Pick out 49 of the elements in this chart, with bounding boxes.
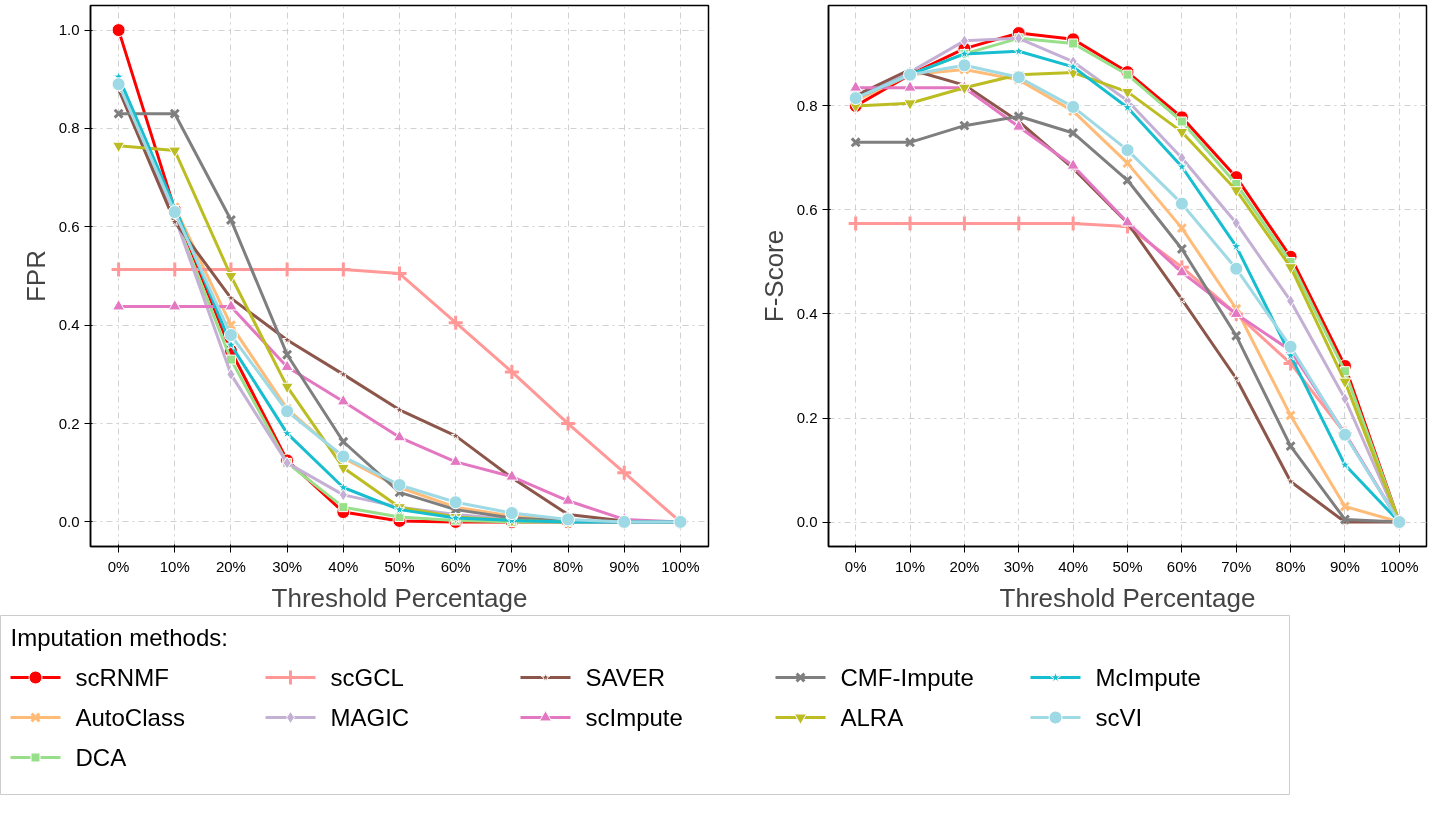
- y-tick-label: 0.8: [796, 96, 818, 114]
- legend-label: ALRA: [840, 704, 904, 731]
- x-tick-label: 30%: [272, 557, 303, 575]
- x-tick-label: 10%: [159, 557, 190, 575]
- x-tick-label: 70%: [1221, 557, 1252, 575]
- legend-title: Imputation methods:: [10, 623, 228, 651]
- x-axis-title: Threshold Percentage: [999, 582, 1256, 613]
- x-tick-label: 0%: [107, 557, 130, 575]
- legend-label: scImpute: [585, 704, 683, 731]
- y-tick-label: 1.0: [58, 21, 80, 39]
- y-tick-label: 0.0: [796, 513, 818, 531]
- legend-label: McImpute: [1095, 664, 1201, 691]
- legend-label: scRNMF: [75, 664, 169, 691]
- legend-label: SAVER: [585, 664, 666, 691]
- x-tick-label: 40%: [1058, 557, 1089, 575]
- y-tick-label: 0.8: [58, 119, 80, 137]
- x-tick-label: 80%: [553, 557, 584, 575]
- y-tick-label: 0.4: [58, 316, 80, 334]
- x-tick-label: 10%: [895, 557, 926, 575]
- legend-label: DCA: [75, 744, 127, 771]
- x-tick-label: 20%: [215, 557, 246, 575]
- x-tick-label: 0%: [844, 557, 867, 575]
- legend-label: CMF-Impute: [840, 664, 974, 691]
- x-tick-label: 100%: [1380, 557, 1419, 575]
- y-tick-label: 0.2: [796, 409, 818, 427]
- y-tick-label: 0.6: [58, 217, 80, 235]
- x-axis-title: Threshold Percentage: [271, 582, 528, 613]
- y-axis-title: FPR: [20, 250, 51, 302]
- y-tick-label: 0.2: [58, 414, 80, 432]
- legend-label: AutoClass: [75, 704, 185, 731]
- x-tick-label: 40%: [328, 557, 359, 575]
- x-tick-label: 50%: [1112, 557, 1143, 575]
- legend-label: scVI: [1095, 704, 1143, 731]
- y-axis-title: F-Score: [758, 229, 789, 323]
- x-tick-label: 30%: [1003, 557, 1034, 575]
- x-tick-label: 80%: [1275, 557, 1306, 575]
- y-tick-label: 0.6: [796, 200, 818, 218]
- y-tick-label: 0.4: [796, 304, 818, 322]
- x-tick-label: 20%: [949, 557, 980, 575]
- x-tick-label: 90%: [1329, 557, 1360, 575]
- x-tick-label: 60%: [440, 557, 471, 575]
- x-tick-label: 90%: [609, 557, 640, 575]
- legend-label: MAGIC: [330, 704, 410, 731]
- x-tick-label: 50%: [384, 557, 415, 575]
- x-tick-label: 60%: [1166, 557, 1197, 575]
- x-tick-label: 70%: [496, 557, 527, 575]
- y-tick-label: 0.0: [58, 512, 80, 530]
- x-tick-label: 100%: [661, 557, 700, 575]
- legend-label: scGCL: [330, 664, 404, 691]
